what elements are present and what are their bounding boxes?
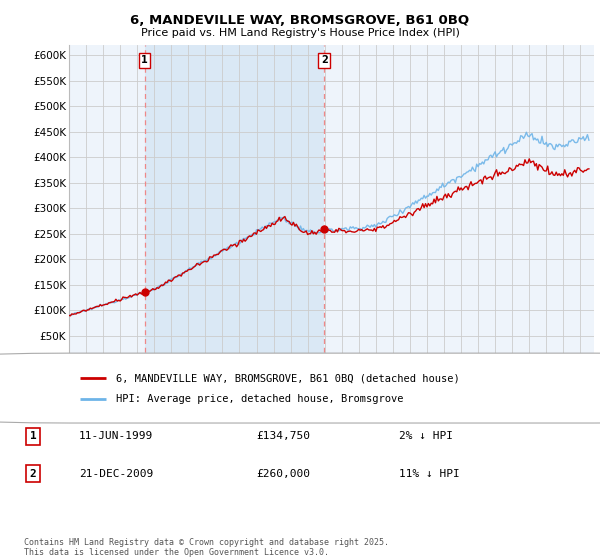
Text: 6, MANDEVILLE WAY, BROMSGROVE, B61 0BQ: 6, MANDEVILLE WAY, BROMSGROVE, B61 0BQ [130, 14, 470, 27]
Text: £260,000: £260,000 [256, 469, 310, 479]
Text: 1: 1 [29, 431, 36, 441]
Bar [145, 45, 324, 361]
Text: 2: 2 [321, 55, 328, 65]
Text: £134,750: £134,750 [256, 431, 310, 441]
Text: HPI: Average price, detached house, Bromsgrove: HPI: Average price, detached house, Brom… [116, 394, 404, 404]
Text: 2% ↓ HPI: 2% ↓ HPI [400, 431, 454, 441]
Text: 6, MANDEVILLE WAY, BROMSGROVE, B61 0BQ (detached house): 6, MANDEVILLE WAY, BROMSGROVE, B61 0BQ (… [116, 374, 460, 384]
Text: 21-DEC-2009: 21-DEC-2009 [79, 469, 154, 479]
Text: 2: 2 [29, 469, 36, 479]
Text: 1: 1 [142, 55, 148, 65]
Text: Contains HM Land Registry data © Crown copyright and database right 2025.
This d: Contains HM Land Registry data © Crown c… [24, 538, 389, 557]
Text: 11-JUN-1999: 11-JUN-1999 [79, 431, 154, 441]
Text: 11% ↓ HPI: 11% ↓ HPI [400, 469, 460, 479]
FancyBboxPatch shape [0, 353, 600, 423]
Text: Price paid vs. HM Land Registry's House Price Index (HPI): Price paid vs. HM Land Registry's House … [140, 28, 460, 38]
